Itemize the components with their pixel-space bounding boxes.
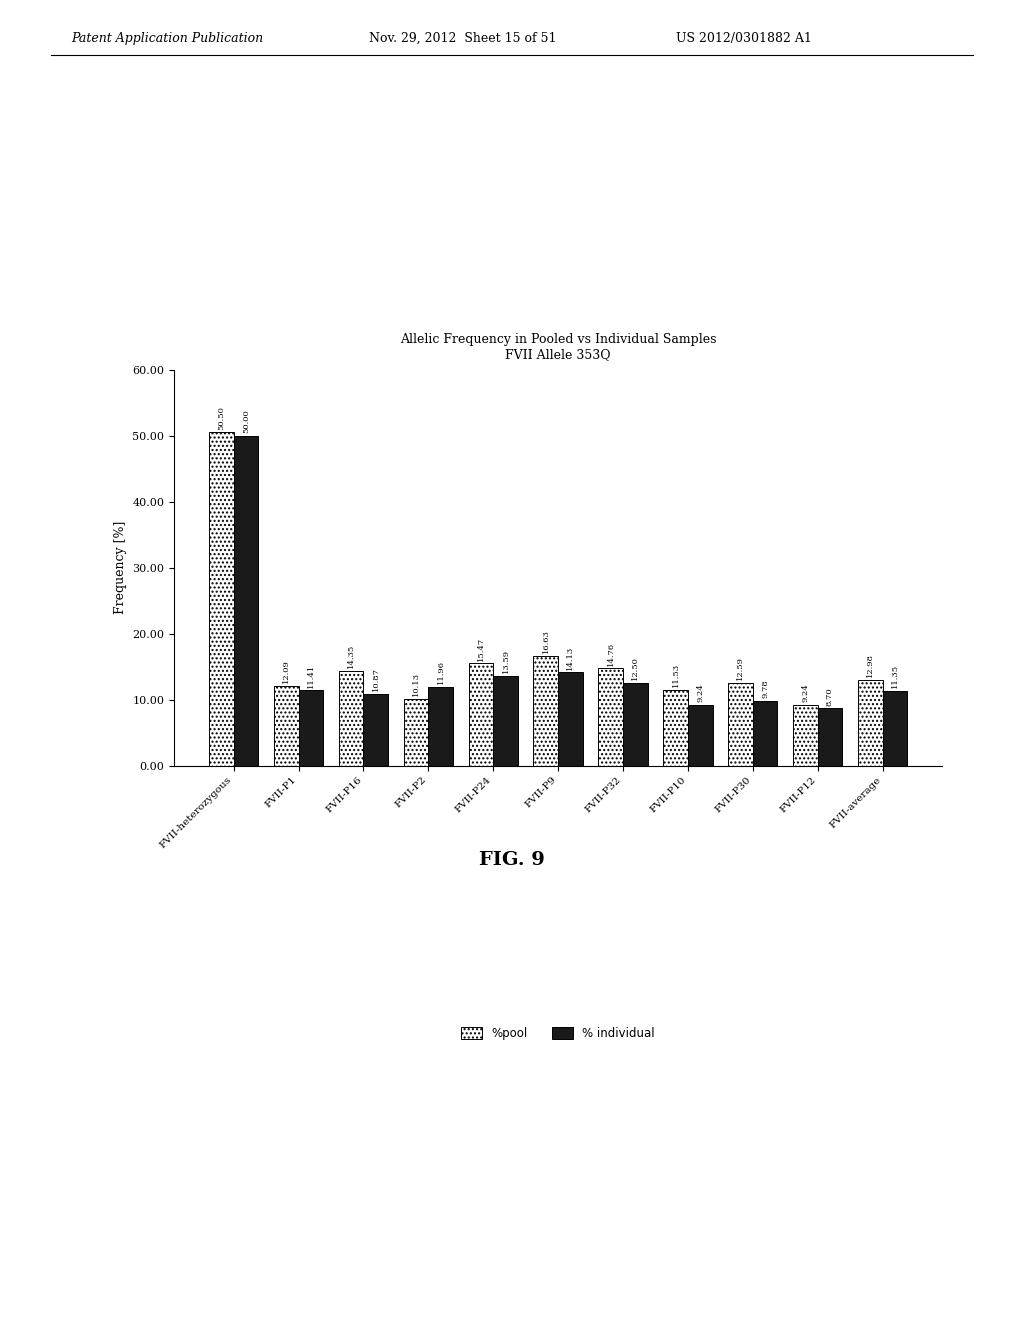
Bar (817, 708, 843, 766)
Text: 8.70: 8.70 (826, 686, 834, 706)
Text: 14.13: 14.13 (566, 645, 574, 669)
Bar (883, 690, 907, 766)
Bar (623, 684, 647, 766)
Text: 16.63: 16.63 (542, 630, 550, 653)
Text: 11.35: 11.35 (891, 664, 899, 688)
Bar (273, 686, 299, 766)
Text: 50.50: 50.50 (217, 405, 225, 430)
Bar (534, 656, 558, 766)
Text: 15.47: 15.47 (477, 636, 485, 661)
Legend: %pool, % individual: %pool, % individual (457, 1022, 659, 1045)
Text: Nov. 29, 2012  Sheet 15 of 51: Nov. 29, 2012 Sheet 15 of 51 (369, 32, 556, 45)
Bar (664, 689, 688, 766)
Bar (793, 705, 817, 766)
Text: 11.53: 11.53 (672, 663, 680, 686)
Text: 10.87: 10.87 (372, 667, 380, 692)
Bar (858, 680, 883, 766)
Text: 13.59: 13.59 (502, 649, 510, 673)
Text: US 2012/0301882 A1: US 2012/0301882 A1 (676, 32, 812, 45)
Y-axis label: Frequency [%]: Frequency [%] (114, 521, 127, 614)
Text: FIG. 9: FIG. 9 (479, 850, 545, 869)
Bar (364, 694, 388, 766)
Bar (339, 671, 364, 766)
Text: 9.24: 9.24 (696, 684, 705, 702)
Text: 11.96: 11.96 (436, 660, 444, 684)
Text: 12.59: 12.59 (736, 656, 744, 680)
Bar (728, 682, 753, 766)
Text: 14.76: 14.76 (606, 642, 614, 665)
Text: 9.78: 9.78 (761, 680, 769, 698)
Bar (233, 436, 258, 766)
Text: 12.98: 12.98 (866, 653, 874, 677)
Text: 9.24: 9.24 (802, 684, 809, 702)
Bar (688, 705, 713, 766)
Text: Patent Application Publication: Patent Application Publication (72, 32, 264, 45)
Bar (469, 664, 494, 766)
Bar (403, 698, 428, 766)
Bar (494, 676, 518, 766)
Text: 10.13: 10.13 (412, 672, 420, 696)
Text: 11.41: 11.41 (307, 664, 314, 688)
Text: 12.09: 12.09 (283, 659, 290, 684)
Bar (299, 690, 324, 766)
Bar (428, 686, 453, 766)
Text: 14.35: 14.35 (347, 644, 355, 668)
Title: Allelic Frequency in Pooled vs Individual Samples
FVII Allele 353Q: Allelic Frequency in Pooled vs Individua… (399, 334, 717, 362)
Bar (753, 701, 777, 766)
Text: 12.50: 12.50 (631, 656, 639, 681)
Bar (209, 433, 233, 766)
Text: 50.00: 50.00 (242, 409, 250, 433)
Bar (598, 668, 623, 766)
Bar (558, 672, 583, 766)
